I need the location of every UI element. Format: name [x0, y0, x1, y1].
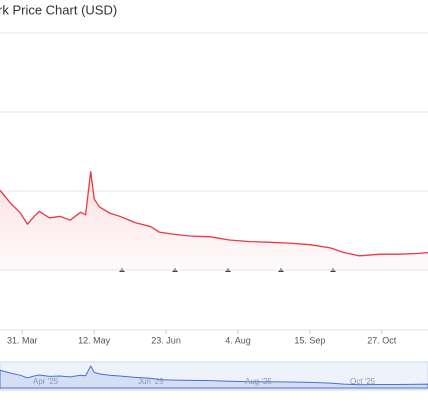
chart-title: rk Price Chart (USD): [0, 2, 117, 17]
navigator-label: Oct '25: [350, 377, 376, 386]
navigator-label: Jun '25: [138, 377, 164, 386]
x-tick-label: 12. May: [78, 335, 111, 345]
navigator-label: Apr '25: [33, 377, 59, 386]
navigator[interactable]: [0, 361, 428, 391]
line: [0, 171, 428, 257]
x-tick-label: 31. Mar: [7, 335, 38, 345]
area: [0, 171, 428, 270]
x-tick-label: 4. Aug: [225, 335, 251, 345]
x-tick-label: 27. Oct: [367, 335, 397, 345]
navigator-line: [0, 364, 428, 389]
navigator-label: Aug '25: [245, 377, 272, 386]
x-tick-label: 15. Sep: [294, 335, 325, 345]
x-tick-label: 23. Jun: [151, 335, 181, 345]
